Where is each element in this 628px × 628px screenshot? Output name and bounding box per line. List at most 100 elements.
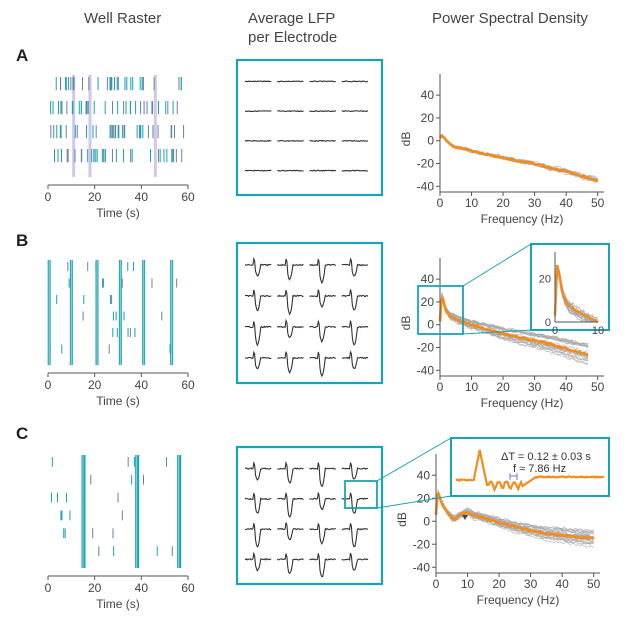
spike-mark <box>127 262 129 272</box>
lfp-trace <box>341 462 368 480</box>
spike-mark <box>96 149 98 163</box>
lfp-trace <box>277 110 304 113</box>
spike-mark <box>60 510 62 521</box>
spike-mark <box>106 77 108 91</box>
spike-mark <box>131 474 133 485</box>
spike-mark <box>116 77 118 91</box>
spike-mark <box>171 149 173 163</box>
raster-x-label: Time (s) <box>96 597 140 611</box>
spike-mark <box>68 278 70 288</box>
spike-mark <box>56 492 58 503</box>
lfp-panel-a <box>235 58 384 197</box>
lfp-frame <box>235 241 384 385</box>
spike-mark <box>163 149 165 163</box>
psd-x-tick-label: 20 <box>496 380 510 394</box>
psd-y-tick-label: -40 <box>413 560 431 574</box>
lfp-trace <box>244 110 272 113</box>
lfp-trace <box>244 523 272 548</box>
panel-label-a: A <box>16 46 29 65</box>
spike-mark <box>172 149 174 163</box>
lfp-trace <box>276 553 304 575</box>
lfp-trace <box>244 551 272 573</box>
spike-mark <box>152 101 154 115</box>
psd-x-tick-label: 10 <box>465 196 479 210</box>
lfp-frame <box>235 445 384 586</box>
spike-mark <box>130 101 132 115</box>
lfp-trace <box>277 351 304 375</box>
spike-mark <box>67 262 69 272</box>
lfp-trace <box>309 169 337 172</box>
spike-mark <box>183 125 185 139</box>
spike-mark <box>50 125 52 139</box>
psd-y-label: dB <box>399 316 413 331</box>
psd-gray-trace <box>439 133 598 180</box>
psd-y-tick-label: 40 <box>417 468 431 482</box>
network-burst-stripe <box>171 260 173 365</box>
raster-tick-label: 20 <box>88 190 102 204</box>
lfp-frame <box>235 58 384 197</box>
panel-label-c: C <box>16 424 29 443</box>
inset-y-tick-label: 20 <box>539 273 551 285</box>
spike-mark <box>130 77 132 91</box>
spike-mark <box>113 77 115 91</box>
raster-tick-label: 60 <box>181 378 195 392</box>
spike-mark <box>83 295 85 305</box>
spike-mark <box>109 125 111 139</box>
spike-mark <box>61 101 63 115</box>
psd-panel-a: 0 10 20 30 40 50 -40 -20 0 20 40 Frequency (Hz) dB <box>399 74 605 226</box>
spike-mark <box>157 101 159 115</box>
spike-mark <box>127 328 129 338</box>
spike-mark <box>170 125 172 139</box>
lfp-trace <box>244 350 272 370</box>
psd-y-tick-label: 40 <box>421 88 435 102</box>
spike-mark <box>80 149 82 163</box>
spike-mark <box>165 101 167 115</box>
raster-tick-label: 60 <box>181 190 195 204</box>
lfp-trace <box>244 321 272 347</box>
psd-zoom-region-b <box>417 285 464 335</box>
spike-mark <box>117 101 119 115</box>
spike-mark <box>180 77 182 91</box>
inset-connector <box>376 437 452 482</box>
network-burst-stripe <box>178 455 180 568</box>
psd-inset-b <box>530 243 610 331</box>
psd-gray-trace <box>435 493 594 549</box>
raster-panel-b: 0 20 40 60 Time (s) <box>45 260 195 408</box>
spike-mark <box>88 77 90 91</box>
psd-y-tick-label: 40 <box>421 272 435 286</box>
spike-mark <box>142 474 144 485</box>
lfp-trace <box>341 169 368 172</box>
spike-mark <box>52 101 54 115</box>
spike-mark <box>111 295 113 305</box>
spike-mark <box>171 546 173 556</box>
psd-gray-trace <box>439 296 589 362</box>
spike-mark <box>142 77 144 91</box>
spike-mark <box>146 101 148 115</box>
psd-x-tick-label: 30 <box>528 380 542 394</box>
spike-mark <box>111 101 113 115</box>
spike-mark <box>121 278 123 288</box>
spike-mark <box>86 101 88 115</box>
network-burst-stripe <box>48 260 50 365</box>
raster-tick-label: 40 <box>135 190 149 204</box>
spike-mark <box>61 344 63 354</box>
header-lfp-line1: Average LFP <box>248 10 336 27</box>
lfp-trace <box>277 492 304 518</box>
psd-y-tick-label: 20 <box>421 295 435 309</box>
psd-x-tick-label: 0 <box>437 380 444 394</box>
spike-mark <box>124 125 126 139</box>
spike-mark <box>112 528 114 539</box>
psd-x-tick-label: 0 <box>437 196 444 210</box>
lfp-trace <box>277 139 304 142</box>
spike-mark <box>118 125 120 139</box>
psd-panel-c: 0 10 20 30 40 50 -40 -20 0 20 40 Frequency (Hz) dB <box>395 454 601 607</box>
inset-connector <box>376 495 452 509</box>
spike-mark <box>71 101 73 115</box>
spike-mark <box>123 149 125 163</box>
psd-x-tick-label: 40 <box>559 196 573 210</box>
spike-mark <box>80 101 82 115</box>
spike-mark <box>65 492 67 503</box>
network-burst-stripe <box>96 260 98 365</box>
spike-mark <box>65 125 67 139</box>
lfp-trace <box>277 169 304 172</box>
